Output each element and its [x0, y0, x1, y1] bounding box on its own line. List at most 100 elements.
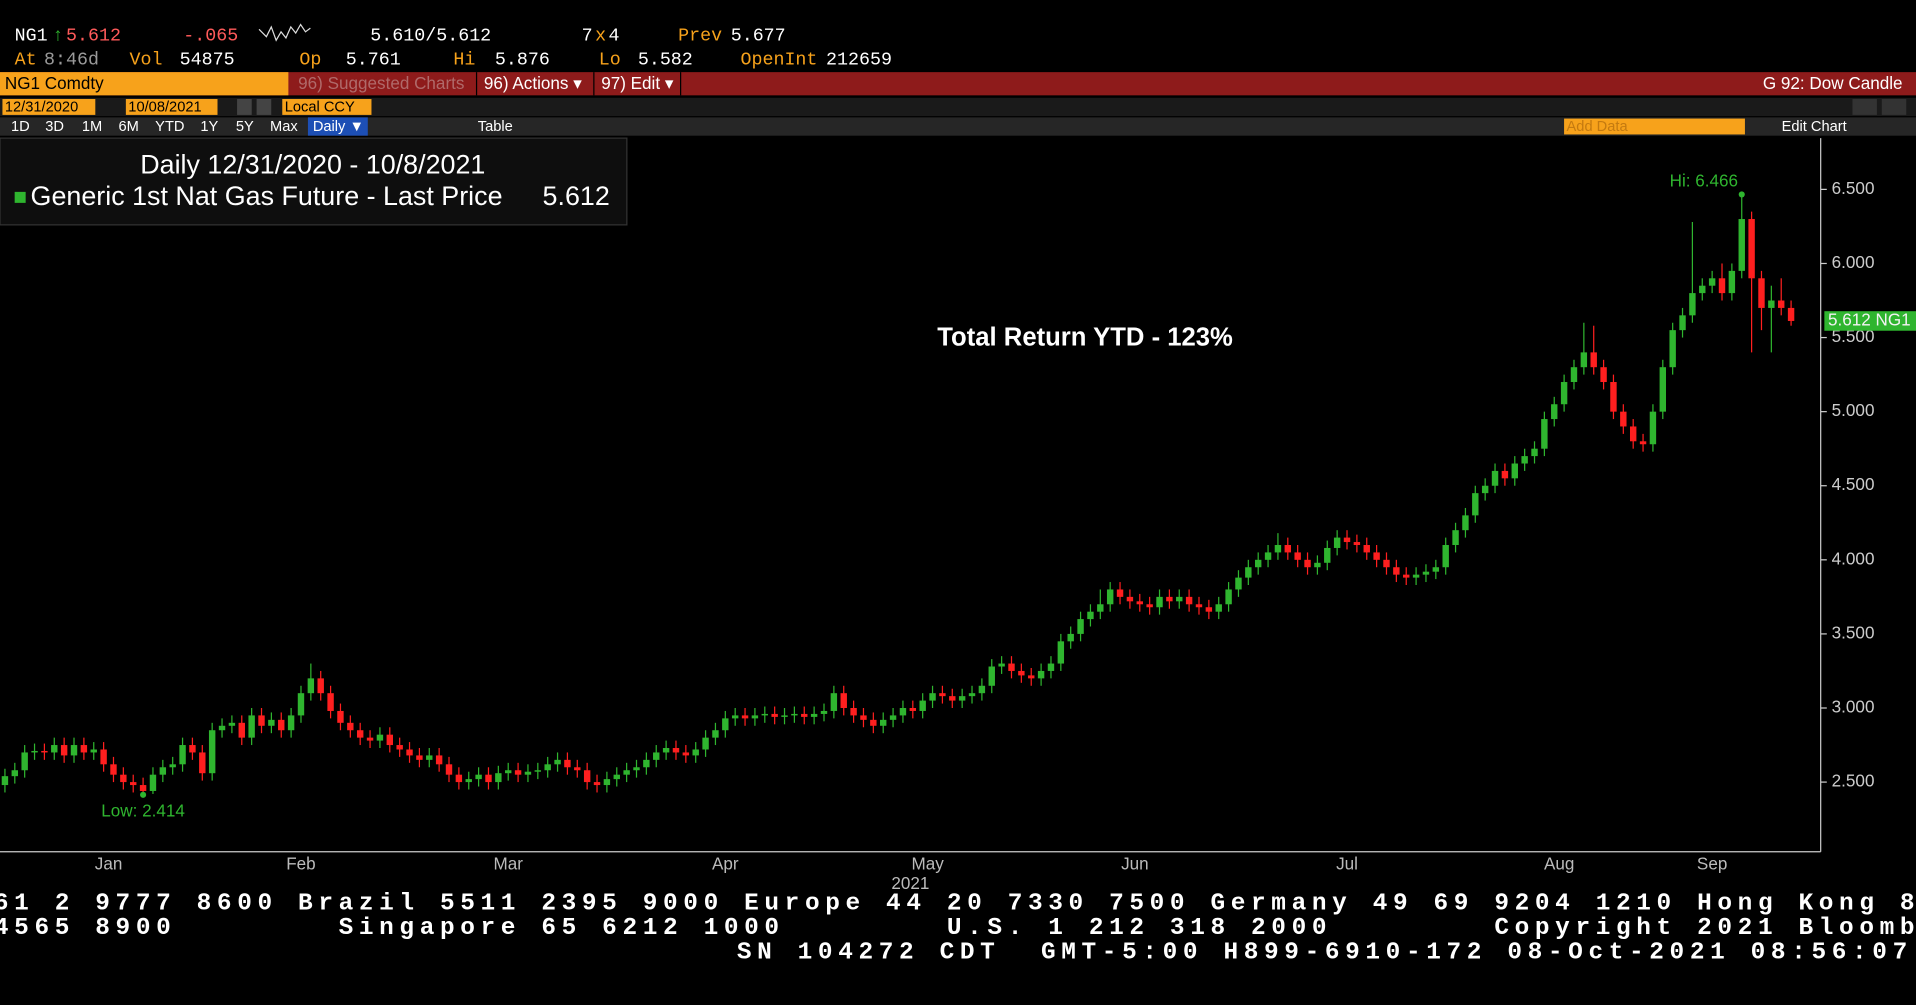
- currency-field[interactable]: [282, 99, 372, 115]
- candle-body: [643, 759, 650, 768]
- range-button[interactable]: 6M: [119, 119, 139, 135]
- edit-menu[interactable]: 97) Edit ▾: [601, 74, 674, 93]
- x-tick-label: Aug: [1544, 855, 1574, 874]
- candle-body: [741, 715, 749, 719]
- candle-body: [356, 730, 364, 738]
- candle-body: [1491, 470, 1499, 486]
- candle-body: [406, 749, 413, 756]
- x-axis-year: 2021: [891, 874, 929, 893]
- candle-body: [909, 708, 917, 711]
- candle-body: [248, 715, 255, 738]
- candle-body: [1, 776, 9, 786]
- range-button[interactable]: YTD: [155, 119, 184, 135]
- currency: Local CCY: [285, 99, 355, 115]
- range-button[interactable]: 1Y: [200, 119, 218, 135]
- candle-body: [949, 696, 956, 701]
- start-date: 12/31/2020: [5, 99, 78, 115]
- candle-body: [297, 693, 305, 716]
- candle-body: [80, 745, 88, 753]
- open-label: Op: [299, 50, 321, 71]
- candle-body: [1363, 545, 1370, 553]
- candle-body: [208, 730, 216, 774]
- candle-body: [791, 713, 798, 716]
- candle-body: [653, 752, 660, 760]
- candle-body: [1551, 404, 1558, 420]
- candle-body: [1442, 545, 1449, 568]
- candle-body: [1156, 596, 1163, 608]
- candle-body: [662, 748, 670, 753]
- candle-body: [1097, 604, 1104, 612]
- candle-body: [1264, 552, 1272, 560]
- next-button[interactable]: [256, 99, 272, 115]
- candle-body: [850, 708, 857, 716]
- candle-body: [514, 770, 522, 775]
- candle-body: [1679, 315, 1686, 331]
- candle-body: [1087, 611, 1094, 620]
- candle-body: [574, 767, 581, 771]
- up-arrow: ↑: [53, 25, 64, 46]
- candle-body: [11, 770, 19, 777]
- candle-body: [810, 713, 818, 717]
- range-button[interactable]: 1D: [11, 119, 30, 135]
- candle-body: [1254, 559, 1262, 568]
- candle-body: [840, 693, 847, 708]
- candle-body: [692, 749, 699, 756]
- edit-chart[interactable]: Edit Chart: [1782, 119, 1847, 135]
- x-tick-label: Jan: [95, 855, 123, 874]
- candle-body: [820, 710, 828, 714]
- candle-body: [238, 722, 245, 738]
- openint-label: OpenInt: [740, 50, 817, 71]
- candle-body: [781, 715, 788, 717]
- range-button[interactable]: 5Y: [236, 119, 254, 135]
- candle-body: [1649, 411, 1657, 445]
- range-button[interactable]: Max: [270, 119, 298, 135]
- security-field[interactable]: [0, 72, 289, 96]
- actions-menu[interactable]: 96) Actions ▾: [484, 74, 582, 93]
- candle-body: [929, 693, 936, 701]
- candle-body: [485, 774, 492, 783]
- redo-button[interactable]: [1881, 99, 1907, 115]
- quote-header: NG1 ↑ 5.612 -.065 5.610 /5.612 7 x 4 Pre…: [15, 23, 892, 71]
- candle-body: [169, 764, 176, 768]
- annotation: Total Return YTD - 123%: [937, 323, 1233, 351]
- candle-body: [603, 779, 611, 786]
- candle-body: [1126, 596, 1134, 602]
- range-button[interactable]: 3D: [45, 119, 64, 135]
- end-date-field[interactable]: [125, 99, 218, 115]
- undo-button[interactable]: [1852, 99, 1877, 115]
- candle-body: [455, 774, 463, 783]
- candle-body: [1452, 530, 1459, 546]
- high-value: 5.876: [495, 50, 550, 71]
- suggested-charts[interactable]: 96) Suggested Charts: [298, 74, 464, 93]
- candle-body: [1116, 589, 1124, 597]
- candle-body: [682, 752, 690, 756]
- period-button[interactable]: [307, 117, 368, 136]
- candle-body: [633, 767, 640, 771]
- candle-body: [179, 745, 186, 765]
- candle-body: [287, 715, 295, 731]
- table-button[interactable]: Table: [478, 119, 513, 135]
- low-label: Lo: [599, 50, 621, 71]
- low-label: Low: 2.414: [101, 801, 185, 820]
- range-button[interactable]: 1M: [82, 119, 102, 135]
- ticker: NG1: [15, 25, 48, 46]
- candle-body: [258, 715, 265, 726]
- add-data-field[interactable]: [1564, 118, 1745, 135]
- candle-body: [751, 715, 759, 719]
- candle-body: [1018, 670, 1025, 676]
- candle-body: [1185, 596, 1193, 605]
- candle-body: [1531, 448, 1538, 457]
- candle-body: [1620, 411, 1627, 427]
- candle-body: [771, 713, 778, 717]
- x-tick-label: Jul: [1336, 855, 1358, 874]
- start-date-field[interactable]: [2, 99, 96, 115]
- candle-body: [1511, 463, 1518, 479]
- candle-body: [899, 708, 907, 716]
- candle-body: [120, 774, 127, 783]
- prev-label: Prev: [678, 25, 722, 46]
- candle-body: [307, 678, 315, 694]
- candle-body: [564, 759, 571, 768]
- candle-body: [1689, 293, 1696, 316]
- candle-body: [524, 771, 532, 775]
- prev-button[interactable]: [237, 99, 252, 115]
